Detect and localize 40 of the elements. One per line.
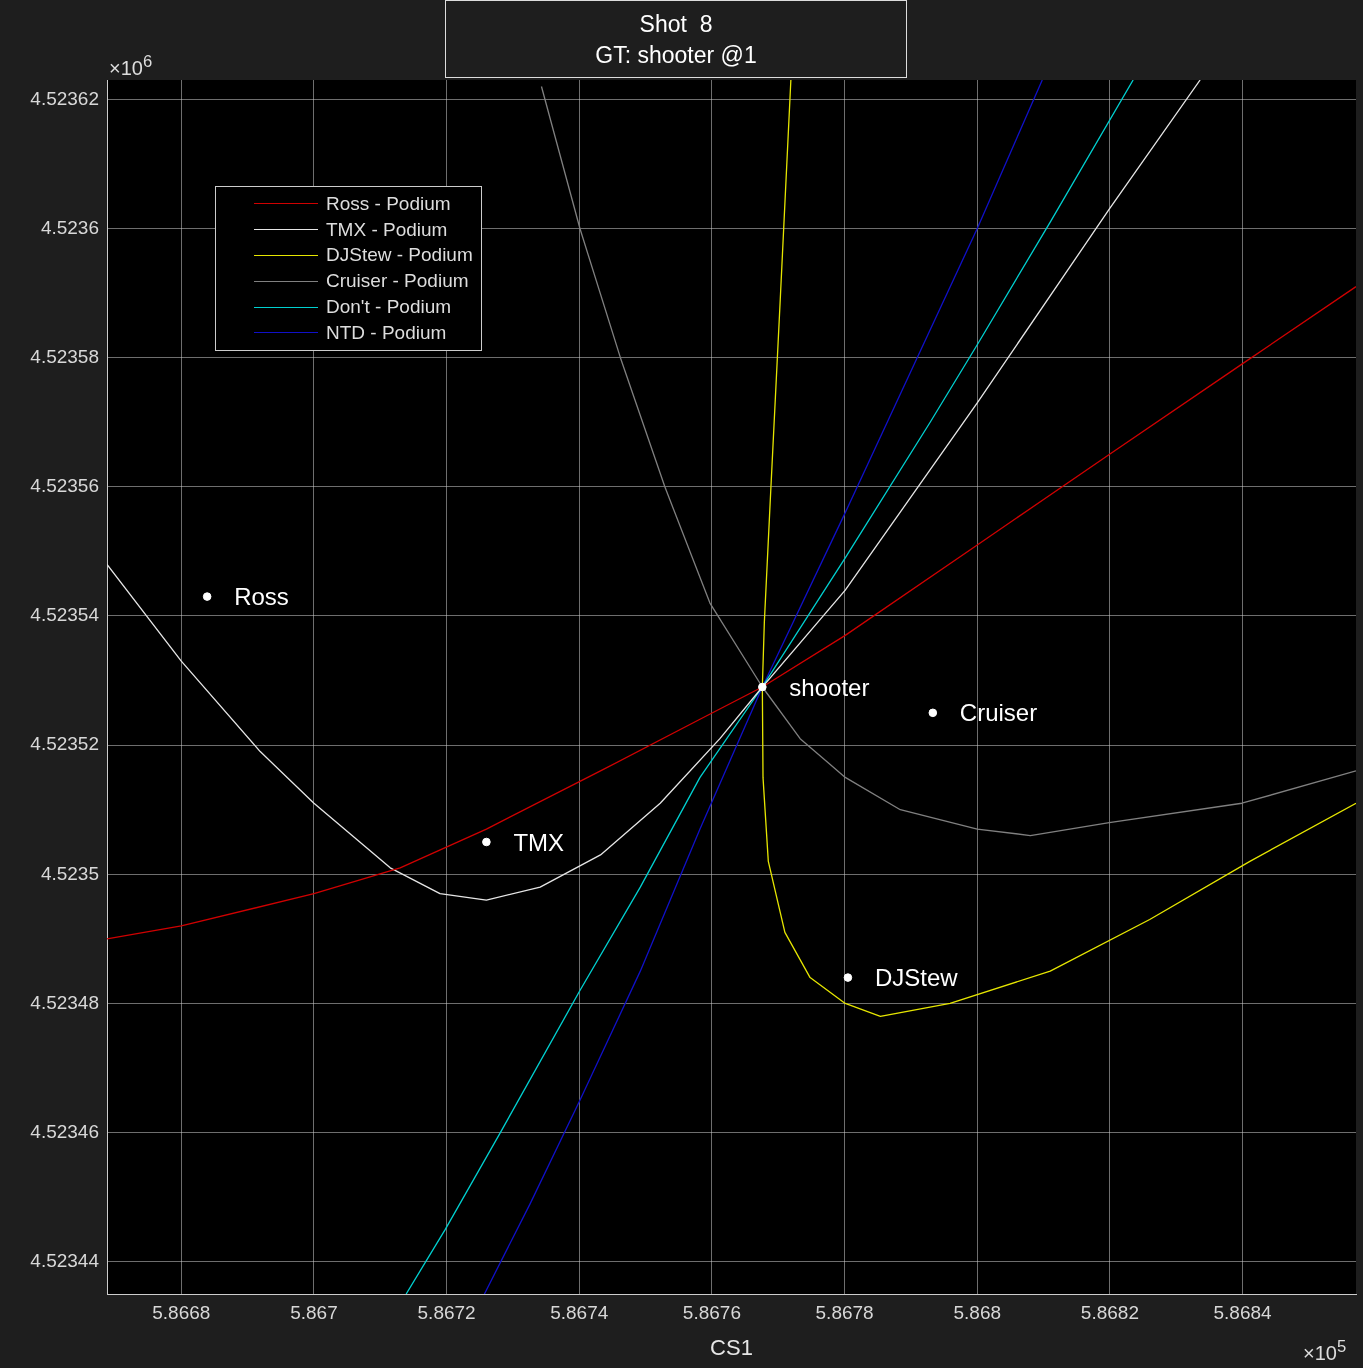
y-tick-label: 4.52344 xyxy=(30,1249,100,1271)
legend-label: DJStew - Podium xyxy=(326,244,473,267)
legend-label: Don't - Podium xyxy=(326,296,452,319)
annotation: shooter xyxy=(789,673,870,701)
y-tick-label: 4.52358 xyxy=(30,345,99,367)
point xyxy=(843,973,853,982)
x-axis-title: CS1 xyxy=(710,1334,753,1360)
x-tick-label: 5.8668 xyxy=(152,1301,211,1323)
x-tick-label: 5.8672 xyxy=(417,1301,476,1323)
x-tick-label: 5.8678 xyxy=(815,1301,874,1323)
x-tick-label: 5.867 xyxy=(290,1301,338,1323)
y-tick-label: 4.52356 xyxy=(30,475,99,497)
annotation: Cruiser xyxy=(959,699,1038,727)
annotation: DJStew xyxy=(874,964,959,992)
legend-label: NTD - Podium xyxy=(326,321,447,344)
x-tick-label: 5.8674 xyxy=(550,1301,609,1323)
y-tick-label: 4.52352 xyxy=(30,733,99,755)
x-tick-label: 5.868 xyxy=(953,1301,1002,1323)
y-tick-label: 4.52346 xyxy=(30,1120,99,1142)
chart-title: Shot 8 xyxy=(639,11,713,37)
y-tick-label: 4.52354 xyxy=(30,604,100,626)
x-tick-label: 5.8676 xyxy=(682,1301,741,1323)
point xyxy=(758,682,767,692)
point xyxy=(482,837,491,847)
x-tick-label: 5.8684 xyxy=(1213,1301,1273,1323)
point xyxy=(202,592,212,601)
legend-label: Cruiser - Podium xyxy=(326,270,469,293)
x-tick-label: 5.8682 xyxy=(1080,1301,1139,1323)
y-tick-label: 4.5236 xyxy=(40,216,99,238)
annotation: TMX xyxy=(513,828,565,856)
legend-label: Ross - Podium xyxy=(326,192,451,215)
legend-label: TMX - Podium xyxy=(326,218,448,241)
annotation: Ross xyxy=(234,583,289,611)
text: ×10$^{5}$ xyxy=(1303,1337,1347,1365)
chart-subtitle: GT: shooter @1 xyxy=(595,42,757,68)
y-tick-label: 4.52362 xyxy=(30,87,99,109)
y-tick-label: 4.5235 xyxy=(40,862,99,884)
text: ×10$^{6}$ xyxy=(109,52,153,80)
point xyxy=(928,708,938,718)
y-tick-label: 4.52348 xyxy=(30,991,99,1013)
